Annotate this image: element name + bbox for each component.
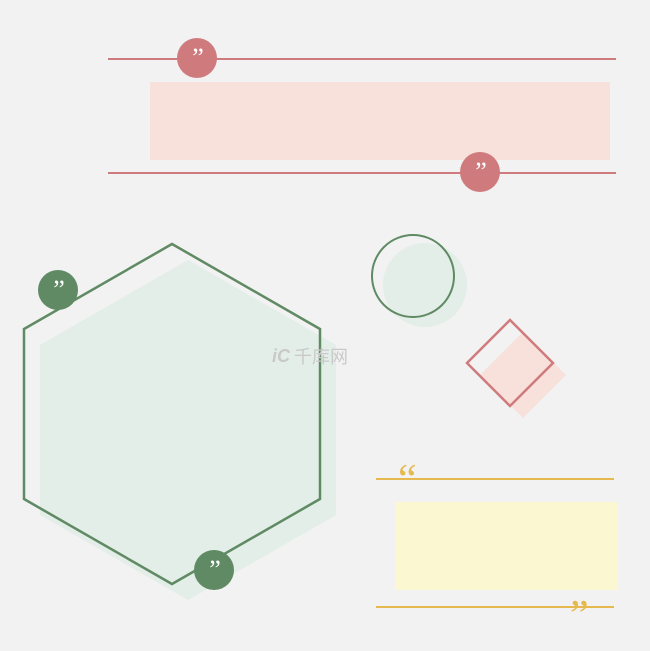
watermark-icon: iC xyxy=(272,346,290,367)
infographic-canvas: ” ” ” ” “ ” iC 千库网 xyxy=(0,0,650,651)
watermark-label: 千库网 xyxy=(294,343,348,369)
yellow-quote-fill xyxy=(395,502,617,590)
watermark-text: iC 千库网 xyxy=(272,343,348,369)
close-quote-icon: ” xyxy=(570,606,587,627)
open-quote-icon: “ xyxy=(398,470,415,491)
